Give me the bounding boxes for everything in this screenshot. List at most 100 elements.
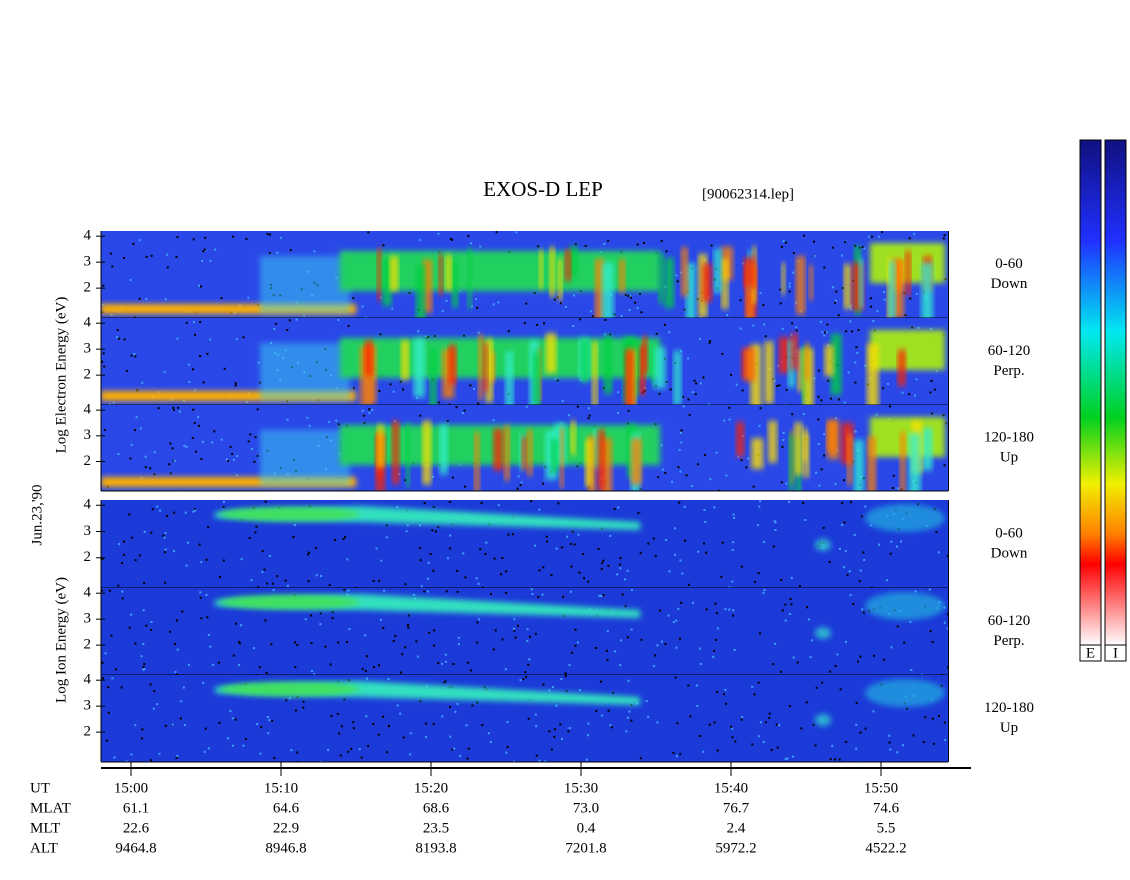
speckle (507, 533, 510, 536)
speckle (860, 515, 863, 518)
speckle (703, 509, 706, 512)
speckle (424, 722, 427, 725)
speckle (185, 564, 188, 567)
speckle (628, 710, 631, 713)
speckle (689, 715, 692, 718)
speckle (757, 735, 760, 738)
burst (808, 265, 814, 301)
speckle (872, 319, 875, 322)
speckle (863, 559, 866, 562)
speckle (110, 634, 113, 637)
speckle (444, 680, 447, 683)
speckle (627, 679, 630, 682)
speckle (339, 754, 342, 757)
speckle (366, 677, 369, 680)
burst (467, 248, 472, 309)
speckle (404, 583, 407, 586)
speckle (327, 748, 330, 751)
speckle (416, 396, 419, 399)
speckle (273, 756, 276, 759)
speckle (319, 575, 322, 578)
speckle (846, 573, 849, 576)
speckle (691, 391, 694, 394)
speckle (544, 465, 547, 468)
speckle (199, 596, 202, 599)
chart-title: EXOS-D LEP (483, 177, 603, 201)
speckle (815, 686, 818, 689)
direction-label: Up (1000, 720, 1018, 736)
speckle (256, 723, 259, 726)
speckle (425, 336, 428, 339)
speckle (741, 716, 744, 719)
speckle (847, 371, 850, 374)
speckle (432, 723, 435, 726)
speckle (731, 548, 734, 551)
transition-band (260, 343, 350, 400)
speckle (645, 700, 648, 703)
speckle (809, 656, 812, 659)
speckle (579, 290, 582, 293)
orbit-value: 2.4 (727, 820, 746, 836)
speckle (535, 754, 538, 757)
burst (624, 349, 635, 405)
speckle (512, 760, 515, 762)
speckle (409, 732, 412, 735)
speckle (940, 673, 943, 675)
speckle (494, 629, 497, 632)
speckle (150, 621, 153, 624)
burst (824, 345, 834, 377)
speckle (617, 412, 620, 415)
speckle (542, 683, 545, 686)
speckle (426, 590, 429, 593)
speckle (400, 671, 403, 674)
burst (364, 340, 373, 377)
speckle (516, 487, 519, 490)
speckle (492, 303, 495, 306)
orbit-value: 64.6 (273, 800, 300, 816)
speckle (506, 721, 509, 724)
speckle (647, 715, 650, 718)
speckle (850, 304, 853, 307)
speckle (853, 430, 856, 433)
speckle (368, 411, 371, 414)
burst (549, 246, 555, 298)
speckle (909, 620, 912, 623)
speckle (470, 242, 473, 245)
speckle (782, 240, 785, 243)
speckle (831, 744, 834, 747)
speckle (134, 355, 137, 358)
no-data-strip (948, 405, 949, 491)
speckle (205, 558, 208, 561)
speckle (419, 547, 422, 550)
spectrum-features (101, 405, 947, 491)
speckle (791, 413, 794, 416)
speckle (587, 722, 590, 725)
speckle (451, 748, 454, 751)
speckle (538, 508, 541, 511)
speckle (217, 661, 220, 664)
speckle (176, 406, 179, 409)
speckle (352, 387, 355, 390)
energy-band (870, 417, 945, 457)
speckle (896, 751, 899, 754)
burst (638, 345, 646, 395)
speckle (254, 531, 257, 534)
speckle (687, 398, 690, 401)
burst (790, 333, 798, 370)
speckle (506, 745, 509, 748)
speckle (121, 590, 124, 593)
speckle (904, 314, 907, 317)
speckle (823, 334, 826, 337)
speckle (830, 397, 833, 400)
speckle (675, 755, 678, 758)
speckle (922, 741, 925, 744)
speckle (304, 618, 307, 621)
speckle (492, 648, 495, 651)
speckle (206, 352, 209, 355)
spectrogram-panel (100, 500, 949, 589)
speckle (708, 723, 711, 726)
y-tick-label: 3 (84, 698, 92, 714)
speckle (505, 570, 508, 573)
speckle (553, 298, 556, 301)
burst (485, 338, 493, 403)
